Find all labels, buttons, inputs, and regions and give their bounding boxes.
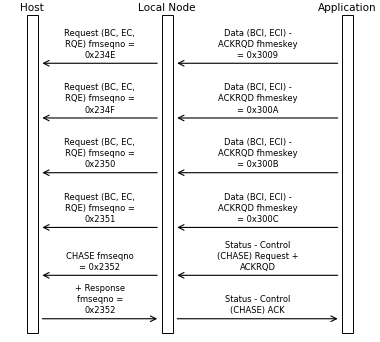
- Text: Data (BCI, ECI) -
ACKRQD fhmeskey
= 0x3009: Data (BCI, ECI) - ACKRQD fhmeskey = 0x30…: [218, 29, 297, 60]
- Text: Host: Host: [21, 2, 44, 13]
- Bar: [162, 15, 173, 333]
- Bar: [342, 15, 353, 333]
- Text: + Response
fmseqno =
0x2352: + Response fmseqno = 0x2352: [75, 284, 125, 315]
- Bar: [27, 15, 38, 333]
- Text: Request (BC, EC,
RQE) fmseqno =
0x234E: Request (BC, EC, RQE) fmseqno = 0x234E: [64, 29, 135, 60]
- Text: Data (BCI, ECI) -
ACKRQD fhmeskey
= 0x300B: Data (BCI, ECI) - ACKRQD fhmeskey = 0x30…: [218, 138, 297, 169]
- Text: Request (BC, EC,
RQE) fmseqno =
0x234F: Request (BC, EC, RQE) fmseqno = 0x234F: [64, 83, 135, 115]
- Text: Local Node: Local Node: [138, 2, 196, 13]
- Text: Request (BC, EC,
RQE) fmseqno =
0x2350: Request (BC, EC, RQE) fmseqno = 0x2350: [64, 138, 135, 169]
- Text: Application: Application: [318, 2, 377, 13]
- Text: Status - Control
(CHASE) Request +
ACKRQD: Status - Control (CHASE) Request + ACKRQ…: [217, 241, 298, 272]
- Text: Data (BCI, ECI) -
ACKRQD fhmeskey
= 0x300A: Data (BCI, ECI) - ACKRQD fhmeskey = 0x30…: [218, 83, 297, 115]
- Text: Status - Control
(CHASE) ACK: Status - Control (CHASE) ACK: [225, 295, 290, 315]
- Text: Request (BC, EC,
RQE) fmseqno =
0x2351: Request (BC, EC, RQE) fmseqno = 0x2351: [64, 193, 135, 224]
- Text: Data (BCI, ECI) -
ACKRQD fhmeskey
= 0x300C: Data (BCI, ECI) - ACKRQD fhmeskey = 0x30…: [218, 193, 297, 224]
- Text: CHASE fmseqno
= 0x2352: CHASE fmseqno = 0x2352: [66, 252, 134, 272]
